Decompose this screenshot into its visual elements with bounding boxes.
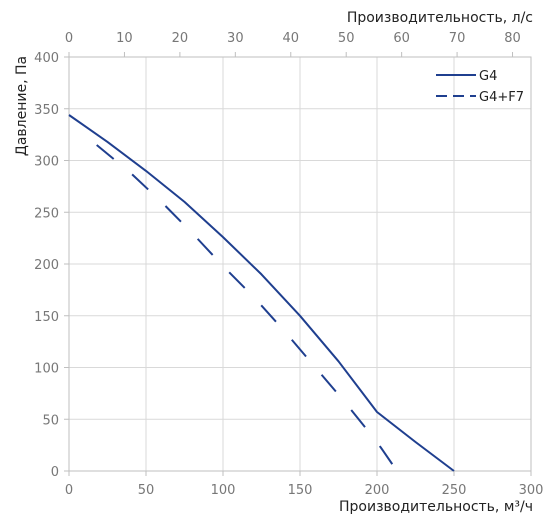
y-tick-label: 0 [51, 465, 59, 480]
x2-tick-label: 50 [338, 31, 355, 46]
y-tick-label: 50 [42, 413, 59, 428]
series-layer [68, 114, 455, 472]
x-tick-label: 200 [365, 483, 390, 498]
x-tick-label: 100 [211, 483, 236, 498]
x2-axis-ticks: 0 10 20 30 40 50 60 70 80 [65, 31, 521, 57]
x-axis-title: Производительность, м³/ч [339, 499, 533, 515]
x-tick-label: 0 [65, 483, 73, 498]
x-tick-label: 300 [519, 483, 544, 498]
legend: G4 G4+F7 [436, 69, 524, 105]
series-g4-line [68, 114, 455, 472]
x2-tick-label: 10 [116, 31, 133, 46]
x2-tick-label: 20 [172, 31, 189, 46]
y-tick-label: 200 [34, 258, 59, 273]
x-tick-label: 250 [442, 483, 467, 498]
x2-tick-label: 60 [393, 31, 410, 46]
x2-tick-label: 30 [227, 31, 244, 46]
y-tick-label: 300 [34, 155, 59, 170]
x-tick-label: 150 [288, 483, 313, 498]
x-axis-ticks: 0 50 100 150 200 250 300 [65, 471, 544, 498]
x-tick-label: 50 [138, 483, 155, 498]
y-tick-label: 400 [34, 51, 59, 66]
x2-tick-label: 70 [449, 31, 466, 46]
y-axis-title: Давление, Па [14, 56, 30, 156]
grid [69, 57, 531, 471]
legend-label: G4 [479, 69, 497, 84]
x2-axis-title: Производительность, л/с [347, 10, 533, 26]
y-tick-label: 150 [34, 310, 59, 325]
legend-label: G4+F7 [479, 90, 524, 105]
x2-tick-label: 40 [282, 31, 299, 46]
y-tick-label: 100 [34, 362, 59, 377]
x2-tick-label: 80 [504, 31, 521, 46]
x2-tick-label: 0 [65, 31, 73, 46]
y-tick-label: 250 [34, 206, 59, 221]
series-g4-f7-line [96, 144, 398, 472]
y-axis-ticks: 0 50 100 150 200 250 300 350 400 [34, 51, 69, 480]
y-tick-label: 350 [34, 103, 59, 118]
